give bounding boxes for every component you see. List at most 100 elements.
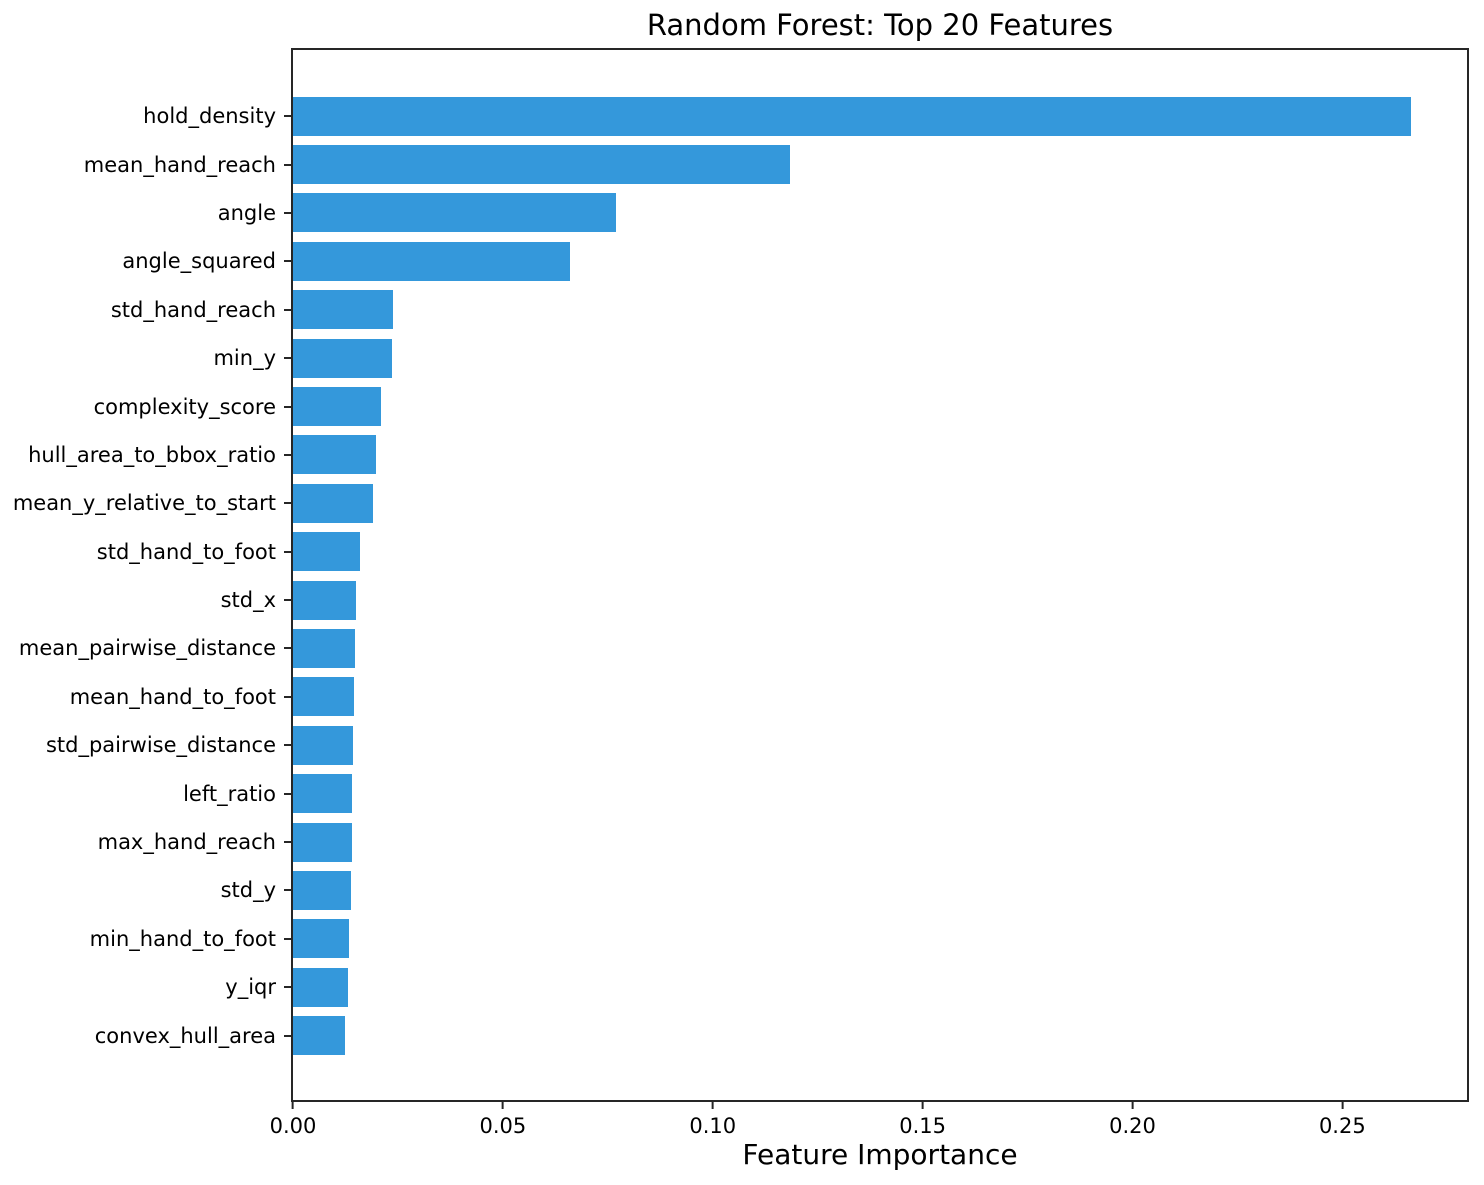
category-label: angle_squared	[122, 249, 276, 274]
y-tick-mark	[284, 163, 291, 166]
bar-row: std_hand_to_foot	[97, 528, 1467, 576]
bar-row: hull_area_to_bbox_ratio	[28, 431, 1467, 479]
bar-row: std_y	[221, 866, 1467, 914]
category-label: std_hand_to_foot	[96, 539, 276, 564]
plot-area: 0.00 0.05 0.10 0.15 0.20 0.25 Feature Importa…	[13, 48, 1469, 1171]
bar-row: mean_hand_to_foot	[70, 673, 1467, 721]
y-tick-mark	[284, 260, 291, 263]
x-axis-label: Feature Importance	[742, 1138, 1018, 1171]
bar	[293, 870, 351, 910]
bar	[293, 677, 354, 717]
y-tick-mark	[284, 695, 291, 698]
bar	[293, 193, 617, 233]
category-label: convex_hull_area	[94, 1023, 276, 1048]
category-label: std_hand_reach	[110, 297, 276, 322]
bar	[293, 822, 352, 862]
bar-row: max_hand_reach	[98, 818, 1467, 866]
bar	[293, 483, 373, 523]
y-tick-mark	[284, 502, 291, 505]
chart-title: Random Forest: Top 20 Features	[646, 8, 1114, 42]
x-tick-mark	[291, 1102, 294, 1109]
x-tick-label: 0.25	[1318, 1114, 1366, 1138]
x-tick: 0.05	[479, 1102, 526, 1138]
bar-row: min_y	[213, 334, 1467, 382]
bar-row: mean_pairwise_distance	[19, 624, 1467, 672]
category-label: y_iqr	[225, 975, 276, 1000]
bar-row: convex_hull_area	[95, 1011, 1467, 1059]
category-label: mean_y_relative_to_start	[12, 491, 276, 516]
y-tick-mark	[284, 647, 291, 650]
bar-row: mean_hand_reach	[84, 140, 1467, 188]
x-tick-label: 0.15	[899, 1114, 946, 1138]
x-tick: 0.00	[269, 1102, 317, 1138]
bar	[293, 580, 356, 620]
y-tick-mark	[284, 841, 291, 844]
x-tick-mark	[501, 1102, 504, 1109]
y-tick-mark	[284, 1034, 291, 1037]
bar	[293, 774, 352, 814]
category-label: left_ratio	[183, 781, 276, 806]
x-tick-mark	[1131, 1102, 1134, 1109]
x-tick: 0.15	[899, 1102, 946, 1138]
category-label: hold_density	[143, 104, 276, 129]
bar-row: y_iqr	[225, 963, 1467, 1011]
y-tick-mark	[284, 889, 291, 892]
category-label: mean_hand_reach	[83, 152, 276, 177]
bar	[293, 290, 393, 330]
bar-row: angle_squared	[122, 237, 1467, 285]
bar	[293, 725, 354, 765]
bar-row: hold_density	[143, 92, 1467, 140]
category-label: max_hand_reach	[97, 830, 276, 855]
bar-row: left_ratio	[183, 769, 1467, 817]
x-tick: 0.25	[1319, 1102, 1366, 1138]
bar-row: std_pairwise_distance	[46, 721, 1467, 769]
y-tick-mark	[284, 550, 291, 553]
y-tick-mark	[284, 357, 291, 360]
y-tick-mark	[284, 792, 291, 795]
bar	[293, 628, 356, 668]
category-label: std_pairwise_distance	[45, 733, 276, 758]
category-label: std_x	[220, 588, 276, 613]
bar	[293, 967, 348, 1007]
x-tick-label: 0.00	[269, 1114, 317, 1138]
x-tick-mark	[921, 1102, 924, 1109]
y-tick-mark	[284, 937, 291, 940]
bar-row: mean_y_relative_to_start	[13, 479, 1467, 527]
x-tick-label: 0.05	[479, 1114, 527, 1138]
x-tick-mark	[1341, 1102, 1344, 1109]
bar-row: min_hand_to_foot	[90, 915, 1467, 963]
x-tick: 0.20	[1109, 1102, 1156, 1138]
bar	[293, 387, 381, 427]
y-tick-mark	[284, 405, 291, 408]
x-tick-label: 0.10	[689, 1114, 737, 1138]
category-label: hull_area_to_bbox_ratio	[28, 442, 276, 467]
bar	[293, 532, 361, 572]
bar	[293, 338, 392, 378]
category-label: min_y	[213, 346, 276, 371]
bar-row: std_x	[221, 576, 1467, 624]
y-tick-mark	[284, 599, 291, 602]
x-tick-mark	[711, 1102, 714, 1109]
y-tick-mark	[284, 453, 291, 456]
y-tick-mark	[284, 211, 291, 214]
category-label: angle	[217, 200, 276, 225]
category-label: min_hand_to_foot	[89, 926, 276, 951]
category-label: std_y	[220, 878, 276, 903]
y-tick-mark	[284, 115, 291, 118]
y-tick-mark	[284, 308, 291, 311]
bar-row: angle	[218, 189, 1467, 237]
bar	[293, 919, 349, 959]
category-label: mean_pairwise_distance	[18, 636, 276, 661]
bar-row: complexity_score	[94, 382, 1467, 430]
bar-row: std_hand_reach	[111, 286, 1467, 334]
x-tick: 0.10	[689, 1102, 736, 1138]
bar	[293, 241, 571, 281]
category-label: mean_hand_to_foot	[69, 684, 276, 709]
y-tick-mark	[284, 986, 291, 989]
category-label: complexity_score	[93, 394, 276, 419]
x-tick-label: 0.20	[1109, 1114, 1156, 1138]
bar	[293, 145, 791, 185]
bar	[293, 435, 377, 475]
bar	[293, 1016, 345, 1056]
